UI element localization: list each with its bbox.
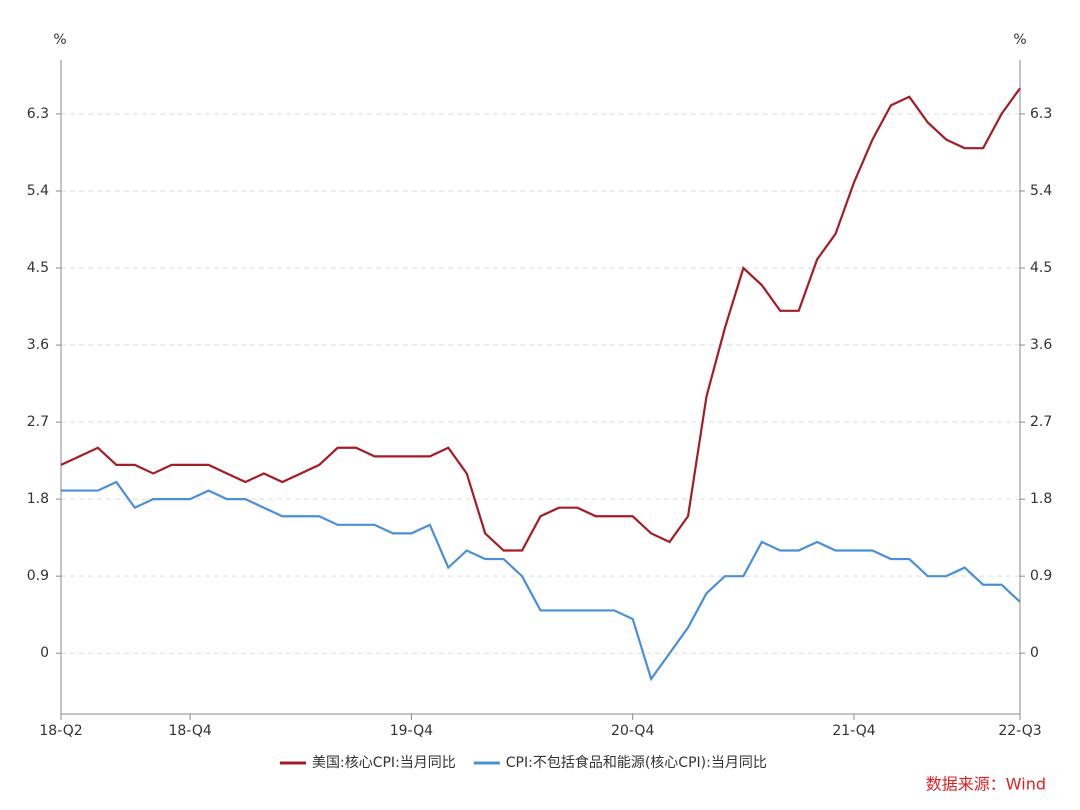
x-tick-label: 18-Q2 (39, 723, 82, 739)
y2-tick-label: 4.5 (1030, 260, 1052, 276)
y2-tick-label: 6.3 (1030, 106, 1052, 122)
y-tick-label: 0.9 (27, 568, 49, 584)
y2-tick-label: 0.9 (1030, 568, 1052, 584)
y-tick-label: 3.6 (27, 337, 49, 353)
x-tick-label: 20-Q4 (611, 723, 654, 739)
y2-tick-label: 0 (1030, 645, 1039, 661)
y-tick-label: 6.3 (27, 106, 49, 122)
series-line (60, 87, 1021, 552)
y-tick-label: 0 (40, 645, 49, 661)
legend-label: 美国:核心CPI:当月同比 (312, 755, 456, 771)
y-unit: % (53, 32, 66, 48)
y2-tick-label: 1.8 (1030, 491, 1052, 507)
y2-unit: % (1013, 32, 1026, 48)
x-tick-label: 22-Q3 (998, 723, 1041, 739)
y2-tick-label: 5.4 (1030, 183, 1052, 199)
y2-tick-label: 2.7 (1030, 414, 1052, 430)
y-tick-label: 5.4 (27, 183, 49, 199)
series-line (61, 480, 1021, 682)
y-tick-label: 2.7 (27, 414, 49, 430)
source-note: 数据来源：Wind (926, 775, 1046, 794)
x-tick-label: 21-Q4 (832, 723, 875, 739)
x-tick-label: 18-Q4 (168, 723, 211, 739)
y-tick-label: 4.5 (27, 260, 49, 276)
legend-label: CPI:不包括食品和能源(核心CPI):当月同比 (506, 754, 767, 771)
y-tick-label: 1.8 (27, 491, 49, 507)
x-tick-label: 19-Q4 (390, 723, 433, 739)
y2-tick-label: 3.6 (1030, 337, 1052, 353)
